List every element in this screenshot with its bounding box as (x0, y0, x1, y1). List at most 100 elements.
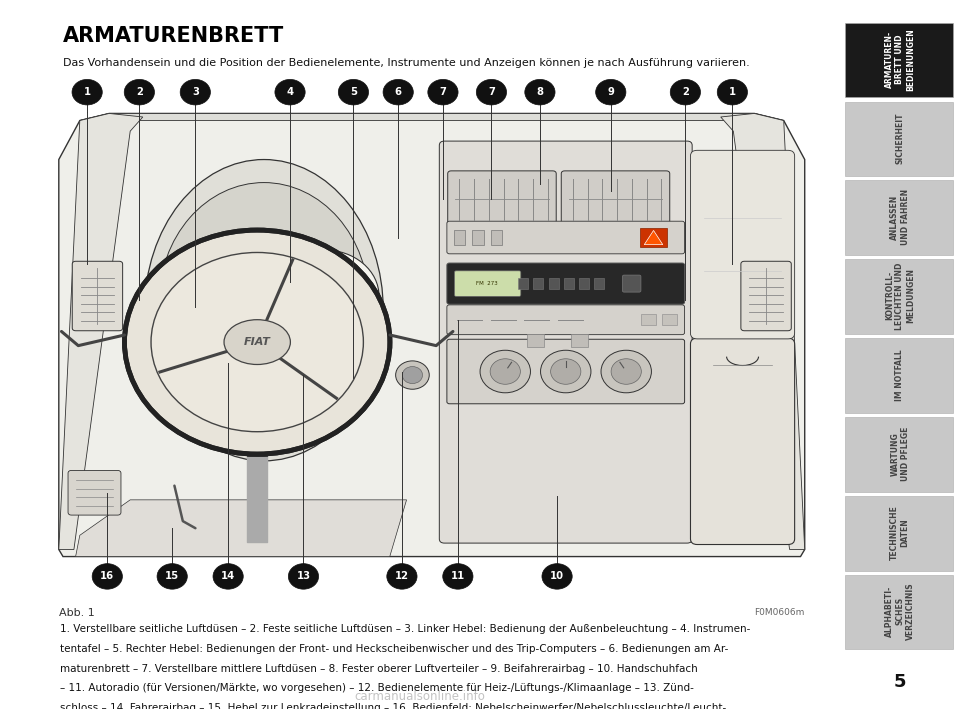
Text: 9: 9 (608, 87, 614, 97)
Ellipse shape (145, 160, 383, 461)
Text: 5: 5 (894, 674, 906, 691)
Bar (454, 230, 466, 245)
Text: FM  273: FM 273 (476, 281, 498, 286)
FancyBboxPatch shape (845, 575, 952, 649)
Circle shape (480, 350, 531, 393)
Circle shape (601, 350, 652, 393)
Polygon shape (59, 113, 804, 557)
Bar (548, 278, 559, 289)
Bar (518, 278, 528, 289)
Text: maturenbrett – 7. Verstellbare mittlere Luftdüsen – 8. Fester oberer Luftverteil: maturenbrett – 7. Verstellbare mittlere … (60, 664, 698, 674)
Circle shape (542, 564, 572, 589)
FancyBboxPatch shape (446, 340, 684, 404)
Text: ARMATURENBRETT: ARMATURENBRETT (63, 26, 284, 46)
Circle shape (595, 79, 626, 105)
Text: 5: 5 (350, 87, 357, 97)
Text: carmanualsonline.info: carmanualsonline.info (354, 691, 486, 703)
FancyBboxPatch shape (741, 262, 791, 330)
Text: 1: 1 (729, 87, 736, 97)
FancyBboxPatch shape (446, 221, 684, 254)
Circle shape (180, 79, 210, 105)
Circle shape (151, 252, 364, 432)
Text: 14: 14 (221, 571, 235, 581)
Text: 11: 11 (451, 571, 465, 581)
Circle shape (288, 564, 319, 589)
Circle shape (338, 79, 369, 105)
Polygon shape (59, 113, 143, 549)
Circle shape (275, 79, 305, 105)
Text: 12: 12 (395, 571, 409, 581)
Circle shape (540, 350, 591, 393)
Bar (594, 278, 604, 289)
FancyBboxPatch shape (440, 141, 692, 543)
FancyBboxPatch shape (845, 496, 952, 571)
Text: F0M0606m: F0M0606m (755, 608, 804, 617)
FancyBboxPatch shape (845, 101, 952, 176)
Circle shape (551, 359, 581, 384)
Text: SICHERHEIT: SICHERHEIT (896, 113, 904, 164)
Circle shape (124, 79, 155, 105)
FancyBboxPatch shape (72, 262, 123, 330)
Text: 15: 15 (165, 571, 180, 581)
FancyBboxPatch shape (690, 150, 795, 339)
Circle shape (476, 79, 507, 105)
Polygon shape (76, 500, 407, 557)
Circle shape (125, 230, 390, 454)
Bar (472, 230, 484, 245)
Text: 2: 2 (682, 87, 689, 97)
Polygon shape (644, 230, 662, 245)
Circle shape (157, 564, 187, 589)
Text: 3: 3 (192, 87, 199, 97)
Text: ANLASSEN
UND FAHREN: ANLASSEN UND FAHREN (890, 189, 910, 245)
Bar (491, 230, 502, 245)
Ellipse shape (159, 182, 369, 424)
Circle shape (396, 361, 429, 389)
FancyBboxPatch shape (845, 181, 952, 255)
FancyBboxPatch shape (446, 305, 684, 335)
Circle shape (443, 564, 473, 589)
FancyBboxPatch shape (845, 259, 952, 334)
Bar (571, 334, 588, 347)
Bar (564, 278, 574, 289)
Text: tentafel – 5. Rechter Hebel: Bedienungen der Front- und Heckscheibenwischer und : tentafel – 5. Rechter Hebel: Bedienungen… (60, 644, 729, 654)
Text: 13: 13 (297, 571, 310, 581)
Circle shape (428, 79, 458, 105)
Circle shape (491, 359, 520, 384)
Text: schloss – 14. Fahrerairbag – 15. Hebel zur Lenkradeinstellung – 16. Bedienfeld: : schloss – 14. Fahrerairbag – 15. Hebel z… (60, 703, 727, 709)
FancyBboxPatch shape (447, 171, 556, 228)
Circle shape (525, 79, 555, 105)
Circle shape (402, 367, 422, 384)
Text: 4: 4 (286, 87, 294, 97)
Text: WARTUNG
UND PFLEGE: WARTUNG UND PFLEGE (890, 427, 910, 481)
Circle shape (270, 250, 379, 342)
Text: IM NOTFALL: IM NOTFALL (896, 349, 904, 401)
FancyBboxPatch shape (845, 417, 952, 492)
Text: KONTROLL-
LEUCHTEN UND
MELDUNGEN: KONTROLL- LEUCHTEN UND MELDUNGEN (885, 262, 915, 330)
Bar (662, 314, 677, 325)
Text: 6: 6 (395, 87, 401, 97)
Circle shape (92, 564, 123, 589)
Bar (641, 314, 656, 325)
FancyBboxPatch shape (454, 271, 520, 296)
FancyBboxPatch shape (562, 171, 670, 228)
FancyBboxPatch shape (244, 284, 284, 308)
Bar (640, 228, 667, 247)
FancyBboxPatch shape (845, 338, 952, 413)
Text: FIAT: FIAT (244, 337, 271, 347)
Polygon shape (721, 113, 804, 549)
Circle shape (387, 564, 417, 589)
Circle shape (72, 79, 103, 105)
Ellipse shape (224, 320, 290, 364)
Bar (527, 334, 544, 347)
FancyBboxPatch shape (622, 275, 641, 292)
Bar (534, 278, 543, 289)
Circle shape (149, 250, 258, 342)
FancyBboxPatch shape (845, 23, 952, 97)
Circle shape (383, 79, 414, 105)
Text: 7: 7 (440, 87, 446, 97)
Text: ARMATUREN-
BRETT UND
BEDIENUNGEN: ARMATUREN- BRETT UND BEDIENUNGEN (885, 28, 915, 91)
Text: 8: 8 (537, 87, 543, 97)
Bar (579, 278, 588, 289)
Text: 7: 7 (488, 87, 494, 97)
Text: 1. Verstellbare seitliche Luftdüsen – 2. Feste seitliche Luftdüsen – 3. Linker H: 1. Verstellbare seitliche Luftdüsen – 2.… (60, 624, 751, 634)
